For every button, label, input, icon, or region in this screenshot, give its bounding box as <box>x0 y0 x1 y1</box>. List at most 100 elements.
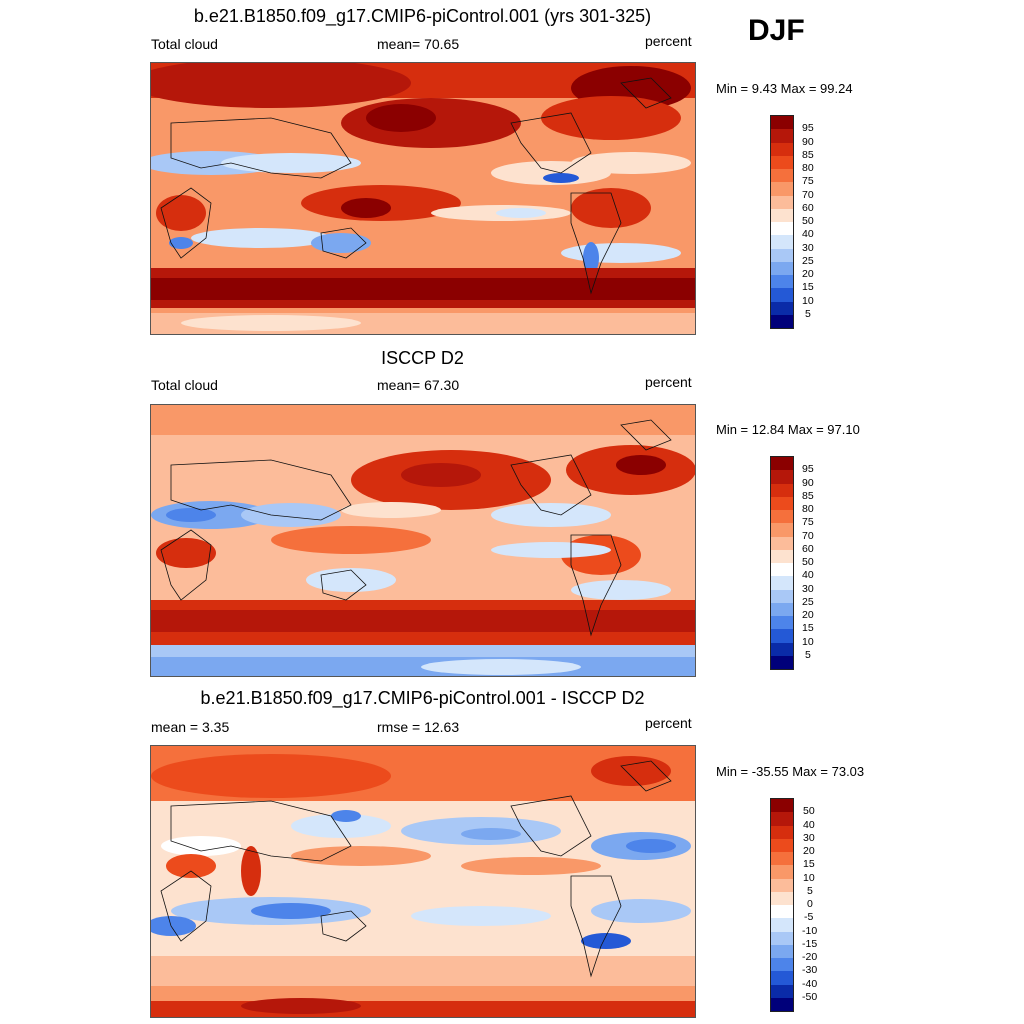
panel-1-colorbar-swatch-7 <box>771 195 793 209</box>
panel-1-colorbar-swatch-9 <box>771 222 793 236</box>
panel-1-colorbar-swatch-5 <box>771 169 793 183</box>
panel-3-colorbar-swatch-8 <box>771 891 793 905</box>
panel-2-colorbar-swatch-15 <box>771 642 793 656</box>
panel-1-colorbar-swatch-10 <box>771 235 793 249</box>
panel-3-colorbar-swatch-9 <box>771 905 793 919</box>
panel-3-colorbar-label: 5 <box>807 885 813 897</box>
panel-1-colorbar-swatch-3 <box>771 142 793 156</box>
panel-2-center-label: mean= 67.30 <box>377 377 460 393</box>
panel-2-colorbar-label: 40 <box>802 569 814 581</box>
panel-3-center-label: rmse = 12.63 <box>377 719 460 735</box>
panel-3-colorbar <box>770 798 794 1012</box>
panel-2-colorbar-swatch-1 <box>771 457 793 471</box>
panel-3-colorbar-swatch-14 <box>771 971 793 985</box>
panel-3-colorbar-swatch-4 <box>771 838 793 852</box>
panel-3-colorbar-swatch-12 <box>771 944 793 958</box>
panel-2-colorbar-label: 50 <box>802 556 814 568</box>
panel-1-colorbar-label: 85 <box>802 149 814 161</box>
panel-1-colorbar-swatch-11 <box>771 248 793 262</box>
panel-3-colorbar-label: -40 <box>802 978 818 990</box>
panel-1-colorbar-label: 25 <box>802 255 814 267</box>
panel-2-colorbar-swatch-9 <box>771 563 793 577</box>
panel-1-colorbar-swatch-15 <box>771 301 793 315</box>
panel-2-map-svg <box>151 405 695 676</box>
panel-3-colorbar-label: -30 <box>802 964 818 976</box>
panel-1-colorbar-label: 50 <box>802 215 814 227</box>
panel-1-minmax: Min = 9.43 Max = 99.24 <box>716 81 853 96</box>
panel-2-colorbar-swatch-16 <box>771 655 793 669</box>
panel-2-colorbar-swatch-8 <box>771 549 793 563</box>
panel-2-colorbar-swatch-7 <box>771 536 793 550</box>
panel-1-colorbar-swatch-13 <box>771 275 793 289</box>
panel-3-colorbar-swatch-5 <box>771 852 793 866</box>
panel-3-colorbar-swatch-1 <box>771 799 793 813</box>
panel-3-minmax: Min = -35.55 Max = 73.03 <box>716 764 865 779</box>
panel-1-colorbar-label: 60 <box>802 202 814 214</box>
panel-1-colorbar-label: 20 <box>802 268 814 280</box>
panel-2-colorbar-label: 80 <box>802 503 814 515</box>
panel-1-right-label: percent <box>645 33 692 49</box>
panel-3-colorbar-swatch-16 <box>771 997 793 1011</box>
panel-2-colorbar-label: 95 <box>802 463 814 475</box>
panel-3-left-label: mean = 3.35 <box>151 719 230 735</box>
panel-1-colorbar-label: 70 <box>802 189 814 201</box>
panel-2-colorbar-swatch-12 <box>771 602 793 616</box>
panel-1-colorbar-swatch-12 <box>771 261 793 275</box>
panel-1-colorbar-swatch-1 <box>771 116 793 130</box>
panel-1-colorbar-label: 95 <box>802 122 814 134</box>
panel-3-colorbar-label: -10 <box>802 925 818 937</box>
panel-2-colorbar-swatch-5 <box>771 510 793 524</box>
panel-2-colorbar-label: 70 <box>802 530 814 542</box>
panel-1-colorbar-swatch-8 <box>771 208 793 222</box>
panel-3-colorbar-swatch-11 <box>771 931 793 945</box>
panel-2-colorbar <box>770 456 794 670</box>
panel-2-colorbar-swatch-6 <box>771 523 793 537</box>
panel-1-colorbar-swatch-2 <box>771 129 793 143</box>
panel-1-colorbar-label: 75 <box>802 175 814 187</box>
panel-3-map-svg <box>151 746 695 1017</box>
panel-1-colorbar <box>770 115 794 329</box>
panel-2-colorbar-swatch-11 <box>771 589 793 603</box>
panel-2-colorbar-label: 20 <box>802 609 814 621</box>
panel-3-colorbar-swatch-10 <box>771 918 793 932</box>
panel-2-colorbar-swatch-4 <box>771 496 793 510</box>
panel-3-right-label: percent <box>645 715 692 731</box>
panel-1-map <box>150 62 696 335</box>
panel-3-colorbar-label: -5 <box>804 911 814 923</box>
panel-3-colorbar-label: 40 <box>803 819 815 831</box>
panel-3-map <box>150 745 696 1018</box>
panel-2-colorbar-label: 25 <box>802 596 814 608</box>
panel-2-map <box>150 404 696 677</box>
panel-2-right-label: percent <box>645 374 692 390</box>
panel-3-colorbar-swatch-6 <box>771 865 793 879</box>
panel-3-colorbar-label: 50 <box>803 805 815 817</box>
panel-1-colorbar-label: 10 <box>802 295 814 307</box>
panel-1-map-svg <box>151 63 695 334</box>
panel-1-colorbar-label: 90 <box>802 136 814 148</box>
panel-3-colorbar-label: 15 <box>803 858 815 870</box>
panel-2-minmax: Min = 12.84 Max = 97.10 <box>716 422 860 437</box>
panel-3-colorbar-label: -50 <box>802 991 818 1003</box>
panel-1-left-label: Total cloud <box>151 36 218 52</box>
panel-3-colorbar-swatch-13 <box>771 958 793 972</box>
panel-1-colorbar-label: 80 <box>802 162 814 174</box>
panel-1-center-label: mean= 70.65 <box>377 36 460 52</box>
panel-2-colorbar-label: 10 <box>802 636 814 648</box>
panel-2-colorbar-swatch-3 <box>771 483 793 497</box>
panel-1-colorbar-swatch-16 <box>771 314 793 328</box>
panel-3-colorbar-swatch-3 <box>771 825 793 839</box>
panel-2-colorbar-swatch-2 <box>771 470 793 484</box>
panel-2-colorbar-label: 60 <box>802 543 814 555</box>
panel-1-title: b.e21.B1850.f09_g17.CMIP6-piControl.001 … <box>193 6 652 26</box>
panel-3-colorbar-swatch-15 <box>771 984 793 998</box>
panel-3-colorbar-label: -15 <box>802 938 818 950</box>
panel-3-colorbar-swatch-2 <box>771 812 793 826</box>
panel-3-colorbar-label: 0 <box>807 898 813 910</box>
panel-3-colorbar-label: 10 <box>803 872 815 884</box>
panel-2-colorbar-swatch-13 <box>771 616 793 630</box>
panel-2-colorbar-label: 90 <box>802 477 814 489</box>
panel-1-colorbar-label: 15 <box>802 281 814 293</box>
panel-1-colorbar-swatch-6 <box>771 182 793 196</box>
panel-3-colorbar-label: 30 <box>803 832 815 844</box>
panel-3-colorbar-swatch-7 <box>771 878 793 892</box>
